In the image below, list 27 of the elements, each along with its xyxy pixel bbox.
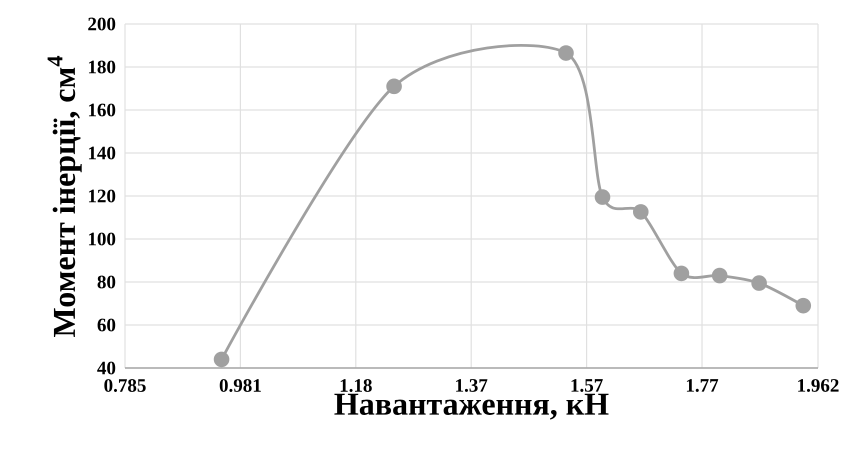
y-tick-label: 100 [88,232,116,246]
y-tick-label: 200 [88,18,116,30]
y-tick-label: 180 [88,60,116,74]
y-tick-label: 60 [98,318,116,332]
x-tick-label: 0.785 [104,379,146,392]
point [674,266,690,282]
point [594,189,610,205]
y-tick-label: 160 [88,104,116,116]
point [795,298,812,314]
y-tick-label: 80 [98,276,116,288]
point [712,268,728,284]
y-axis-title: Момент інерції, см$^{4}$ [48,56,82,338]
y-tick-label: 40 [97,362,116,374]
x-tick-label: 0.981 [220,379,261,392]
point [558,45,574,61]
x-axis-title: Навантаження, кН [334,394,609,420]
point [751,275,767,291]
x-tick-label: 1.962 [798,379,839,392]
y-tick-label: 120 [88,190,116,202]
point [386,78,402,94]
x-tick-label: 1.37 [456,379,488,392]
point [214,352,230,368]
x-tick-label: 1.57 [572,379,603,392]
x-tick-label: 1.18 [340,379,372,392]
point [632,204,649,220]
y-tick-label: 140 [88,146,116,160]
x-tick-label: 1.77 [686,379,718,392]
